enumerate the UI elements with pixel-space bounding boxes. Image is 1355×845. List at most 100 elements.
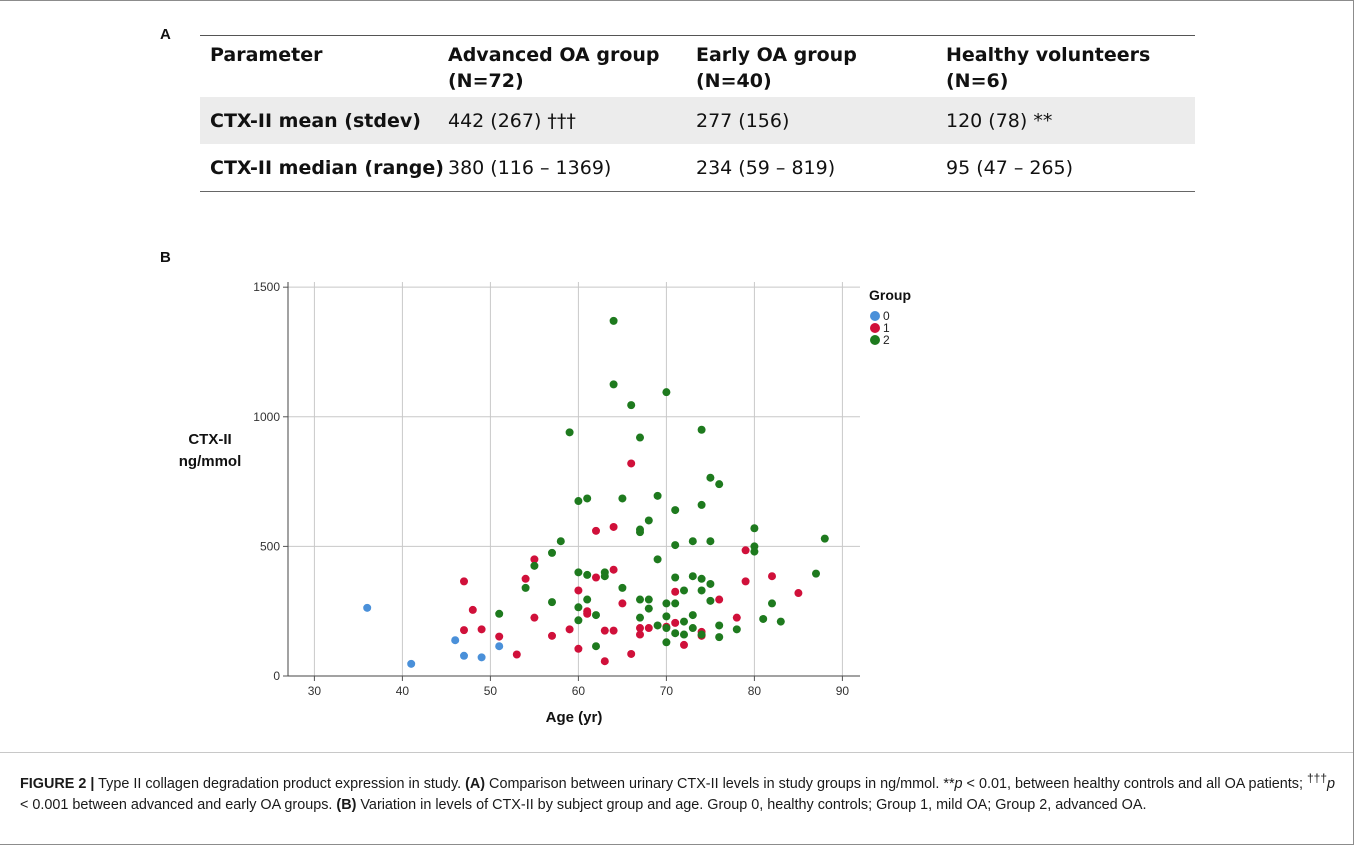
legend-title: Group: [869, 287, 911, 303]
data-point-group-2: [495, 609, 504, 618]
legend-label-0: 0: [883, 309, 890, 323]
row-label: CTX-II median (range): [210, 156, 444, 179]
data-point-group-1: [460, 577, 468, 586]
legend-label-2: 2: [883, 333, 890, 347]
data-point-group-1: [600, 626, 609, 635]
table-row: CTX-II median (range) 380 (116 – 1369) 2…: [200, 144, 1195, 192]
panel-a-label: A: [160, 26, 171, 43]
table-cell: 442 (267) †††: [448, 109, 576, 132]
data-point-group-2: [574, 497, 583, 506]
row-label: CTX-II mean (stdev): [210, 109, 421, 132]
data-point-group-2: [653, 621, 662, 630]
table-cell: 234 (59 – 819): [696, 156, 836, 179]
table-row: CTX-II mean (stdev) 442 (267) ††† 277 (1…: [200, 97, 1195, 144]
data-point-group-2: [618, 494, 627, 503]
caption-figure-number: FIGURE 2 |: [20, 775, 95, 792]
data-point-group-2: [697, 500, 706, 509]
data-point-group-2: [644, 604, 653, 613]
caption-panel-b-ref: (B): [336, 796, 357, 813]
data-point-group-2: [653, 555, 662, 564]
data-point-group-2: [768, 599, 776, 608]
data-point-group-2: [750, 547, 759, 556]
x-tick-label: 40: [396, 684, 410, 698]
x-tick-label: 60: [572, 684, 586, 698]
data-point-group-1: [671, 587, 680, 596]
scatter-chart: 30 40 50 60 70 80 90 0 500 1000 1500 Age (yr) CTX-…: [179, 280, 911, 726]
caption-p-symbol: p: [1327, 775, 1336, 792]
data-point-group-2: [697, 574, 706, 583]
data-point-group-2: [697, 425, 706, 434]
x-tick-label: 80: [748, 684, 762, 698]
chart-axes: [287, 282, 860, 677]
data-point-group-2: [680, 617, 688, 626]
data-point-group-2: [671, 506, 680, 515]
x-tick-label: 90: [836, 684, 850, 698]
data-point-group-2: [556, 537, 565, 546]
table-cell: 277 (156): [696, 109, 790, 132]
data-point-group-2: [662, 638, 671, 647]
table-top-rule: [200, 35, 1195, 36]
header-advanced-line2: (N=72): [448, 70, 524, 92]
data-point-group-0: [363, 603, 372, 612]
y-tick-label: 0: [273, 669, 280, 683]
data-point-group-2: [715, 480, 724, 489]
data-point-group-2: [653, 491, 662, 500]
data-point-group-2: [697, 586, 706, 595]
data-point-group-2: [574, 603, 583, 612]
data-point-group-2: [662, 599, 671, 608]
data-point-group-2: [574, 616, 583, 625]
data-point-group-1: [460, 626, 468, 635]
data-point-group-0: [477, 653, 486, 662]
header-early: Early OA group (N=40): [696, 42, 946, 94]
data-point-group-2: [680, 586, 688, 595]
data-point-group-2: [574, 568, 583, 577]
data-point-group-2: [583, 595, 592, 604]
caption-text: Comparison between urinary CTX-II levels…: [485, 775, 955, 792]
caption-text: < 0.001 between advanced and early OA gr…: [20, 796, 337, 813]
header-early-line2: (N=40): [696, 70, 772, 92]
data-point-group-1: [592, 526, 600, 535]
data-point-group-1: [715, 595, 724, 604]
data-point-group-1: [741, 577, 750, 586]
table-cell: 95 (47 – 265): [946, 156, 1074, 179]
caption-divider: [0, 752, 1353, 753]
data-point-group-0: [495, 642, 504, 651]
data-point-group-2: [706, 596, 715, 605]
data-point-group-1: [574, 586, 583, 595]
data-point-group-0: [460, 651, 468, 660]
data-point-group-2: [636, 528, 644, 537]
data-point-group-2: [548, 598, 556, 607]
data-point-group-2: [706, 579, 715, 588]
data-point-group-2: [706, 537, 715, 546]
data-point-group-2: [671, 629, 680, 638]
data-point-group-2: [636, 613, 644, 622]
caption-text: Variation in levels of CTX-II by subject…: [356, 796, 1147, 813]
data-point-group-2: [627, 401, 636, 410]
data-point-group-2: [671, 541, 680, 550]
data-point-group-0: [451, 636, 460, 645]
data-point-group-2: [618, 583, 627, 592]
legend-marker-1: [870, 323, 880, 333]
data-point-group-2: [530, 561, 539, 570]
data-point-group-0: [407, 659, 416, 668]
chart-points: [363, 316, 829, 668]
table-cell: 120 (78) **: [946, 109, 1053, 132]
data-point-group-2: [706, 473, 715, 482]
data-point-group-1: [644, 624, 653, 633]
data-point-group-2: [565, 428, 574, 437]
data-point-group-1: [627, 649, 636, 658]
data-point-group-2: [715, 621, 724, 630]
header-healthy: Healthy volunteers (N=6): [946, 42, 1195, 94]
data-point-group-1: [574, 644, 583, 653]
chart-legend: Group 012: [869, 287, 911, 347]
results-table: Parameter Advanced OA group (N=72) Early…: [200, 35, 1195, 192]
y-axis-label-line2: ng/mmol: [179, 453, 242, 470]
header-healthy-line2: (N=6): [946, 70, 1009, 92]
y-tick-label: 1000: [253, 410, 280, 424]
header-parameter-line1: Parameter: [210, 44, 323, 66]
legend-marker-0: [870, 311, 880, 321]
y-tick-label: 500: [260, 539, 280, 553]
data-point-group-1: [548, 631, 556, 640]
data-point-group-2: [592, 611, 600, 620]
data-point-group-1: [530, 555, 539, 564]
